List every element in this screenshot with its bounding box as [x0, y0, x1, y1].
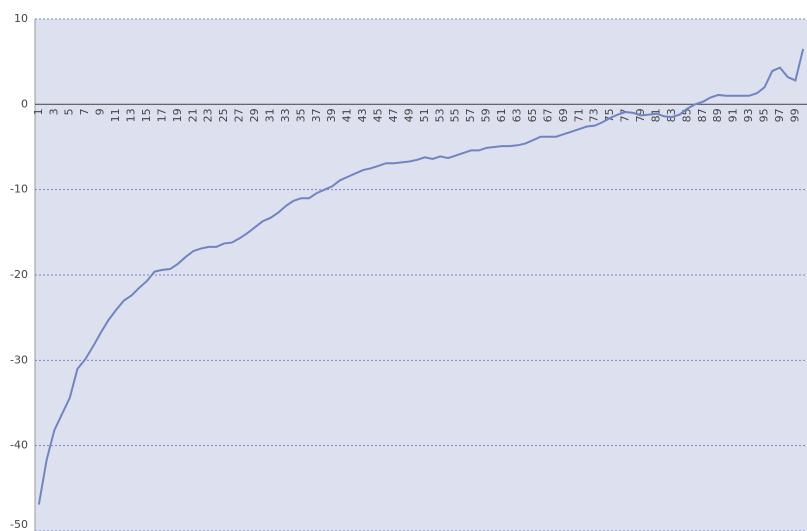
y-tick-label: 10 — [14, 12, 28, 25]
x-tick-label: 63 — [511, 108, 524, 122]
x-tick-label: 25 — [217, 108, 230, 122]
x-tick-label: 35 — [294, 108, 307, 122]
x-tick-label: 61 — [495, 108, 508, 122]
x-tick-label: 31 — [263, 108, 276, 122]
x-tick-label: 3 — [47, 108, 60, 115]
y-tick-label: -10 — [10, 183, 28, 196]
x-tick-label: 85 — [680, 108, 693, 122]
x-tick-label: 45 — [372, 108, 385, 122]
x-tick-label: 9 — [94, 108, 107, 115]
x-tick-label: 93 — [742, 108, 755, 122]
x-tick-label: 13 — [125, 108, 138, 122]
x-tick-label: 75 — [603, 108, 616, 122]
x-tick-label: 7 — [78, 108, 91, 115]
x-tick-label: 89 — [711, 108, 724, 122]
x-tick-label: 29 — [248, 108, 261, 122]
x-tick-label: 73 — [588, 108, 601, 122]
x-tick-label: 53 — [433, 108, 446, 122]
x-tick-label: 81 — [649, 108, 662, 122]
x-tick-label: 99 — [788, 108, 801, 122]
x-tick-label: 65 — [526, 108, 539, 122]
x-tick-label: 5 — [63, 108, 76, 115]
x-tick-label: 17 — [155, 108, 168, 122]
x-tick-label: 47 — [387, 108, 400, 122]
x-tick-label: 91 — [727, 108, 740, 122]
x-tick-label: 97 — [773, 108, 786, 122]
x-tick-label: 15 — [140, 108, 153, 122]
y-tick-label: -50 — [10, 518, 28, 531]
x-tick-label: 33 — [279, 108, 292, 122]
x-tick-label: 11 — [109, 108, 122, 122]
x-tick-label: 55 — [449, 108, 462, 122]
x-tick-label: 83 — [665, 108, 678, 122]
x-tick-label: 41 — [341, 108, 354, 122]
x-tick-label: 43 — [356, 108, 369, 122]
x-tick-label: 77 — [619, 108, 632, 122]
x-tick-label: 59 — [480, 108, 493, 122]
x-tick-label: 71 — [572, 108, 585, 122]
x-tick-label: 67 — [541, 108, 554, 122]
x-tick-label: 57 — [464, 108, 477, 122]
x-tick-label: 87 — [696, 108, 709, 122]
x-tick-label: 23 — [202, 108, 215, 122]
y-tick-label: -20 — [10, 268, 28, 281]
x-tick-label: 69 — [557, 108, 570, 122]
x-tick-label: 1 — [32, 108, 45, 115]
x-tick-label: 21 — [186, 108, 199, 122]
x-tick-label: 95 — [758, 108, 771, 122]
y-tick-label: -40 — [10, 439, 28, 452]
x-tick-label: 51 — [418, 108, 431, 122]
x-tick-label: 19 — [171, 108, 184, 122]
x-tick-label: 39 — [325, 108, 338, 122]
y-tick-label: -30 — [10, 353, 28, 366]
line — [37, 48, 805, 505]
x-tick-label: 37 — [310, 108, 323, 122]
x-tick-label: 49 — [402, 108, 415, 122]
x-tick-label: 27 — [233, 108, 246, 122]
y-tick-label: 0 — [21, 97, 28, 110]
